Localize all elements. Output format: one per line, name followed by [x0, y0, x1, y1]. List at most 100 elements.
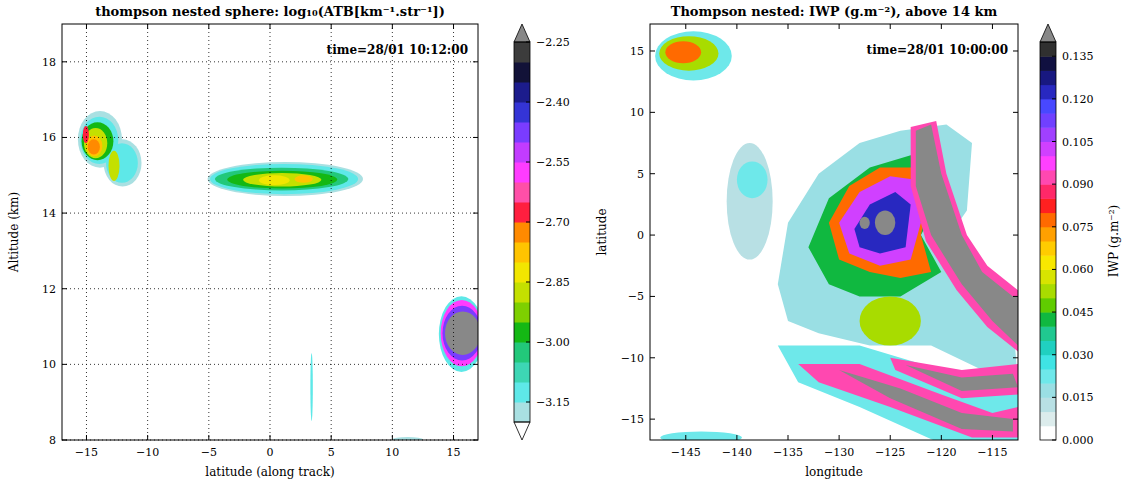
time-annotation: time=28/01 10:00:00 — [867, 43, 1008, 57]
colorbar-band — [1040, 227, 1056, 242]
y-tick — [62, 288, 67, 289]
colorbar-tick — [526, 402, 530, 403]
colorbar-tick-label: 0.060 — [1062, 263, 1094, 276]
plot-frame — [62, 24, 478, 440]
plot-frame — [650, 24, 1018, 440]
colorbar-band — [514, 362, 530, 383]
x-tick — [890, 24, 891, 29]
x-tick-label: −125 — [875, 446, 905, 459]
y-tick-label: 18 — [42, 56, 56, 69]
y-tick — [473, 61, 478, 62]
y-tick — [62, 364, 67, 365]
colorbar-tick-label: −2.40 — [536, 96, 570, 109]
colorbar-extension — [514, 24, 530, 42]
colorbar-band — [1040, 255, 1056, 270]
x-tick — [392, 435, 393, 440]
time-annotation: time=28/01 10:12:00 — [327, 43, 468, 57]
contour-region — [890, 358, 1018, 399]
contour-region — [108, 151, 119, 181]
x-tick-label: −115 — [977, 446, 1007, 459]
contour-region — [294, 175, 312, 183]
contour-region — [660, 431, 742, 440]
y-tick — [1013, 357, 1018, 358]
x-tick-label: −140 — [722, 446, 752, 459]
y-tick-label: 5 — [637, 168, 644, 181]
contour-region — [439, 296, 478, 372]
colorbar-tick-label: 0.135 — [1062, 50, 1094, 63]
grid-line — [62, 364, 478, 365]
colorbar-tick — [1052, 354, 1056, 355]
x-tick — [147, 435, 148, 440]
colorbar-band — [1040, 198, 1056, 213]
contour-region — [860, 296, 921, 345]
y-tick-label: 16 — [42, 131, 56, 144]
colorbar-band — [1040, 156, 1056, 171]
y-axis-title: latitude — [595, 209, 609, 256]
y-axis-title: Altitude (km) — [7, 192, 21, 273]
colorbar-band — [1040, 326, 1056, 341]
contour-region — [83, 126, 89, 143]
contour-region — [737, 161, 768, 198]
x-tick — [270, 435, 271, 440]
x-tick — [736, 435, 737, 440]
y-tick-label: 10 — [42, 358, 56, 371]
grid-line — [453, 24, 454, 440]
y-tick — [650, 419, 655, 420]
x-axis-title: longitude — [805, 465, 863, 479]
y-tick-label: 8 — [49, 434, 56, 447]
colorbar-band — [514, 342, 530, 363]
contour-region — [906, 365, 1018, 391]
colorbar-tick-label: 0.045 — [1062, 306, 1094, 319]
colorbar-band — [514, 202, 530, 223]
contour-region — [445, 311, 478, 354]
contour-region — [259, 175, 290, 185]
grid-line — [392, 24, 393, 440]
colorbar-band — [1040, 127, 1056, 142]
contour-region — [778, 346, 1018, 441]
contour-field — [78, 111, 478, 440]
figure: −15−10−505101581012141618thompson nested… — [0, 0, 1146, 493]
x-tick — [331, 24, 332, 29]
colorbar-band — [514, 102, 530, 123]
colorbar-tick-label: −3.00 — [536, 336, 570, 349]
x-tick — [392, 24, 393, 29]
colorbar-band — [514, 62, 530, 83]
y-tick — [473, 364, 478, 365]
contour-region — [441, 300, 478, 366]
y-tick — [1013, 296, 1018, 297]
colorbar-band — [1040, 70, 1056, 85]
colorbar-band — [1040, 355, 1056, 370]
grid-line — [147, 24, 148, 440]
colorbar-band — [514, 82, 530, 103]
colorbar-band — [1040, 426, 1056, 441]
x-tick-label: 0 — [267, 446, 274, 459]
y-tick — [62, 440, 67, 441]
colorbar-band — [1040, 383, 1056, 398]
y-tick-label: 0 — [637, 229, 644, 242]
colorbar-tick — [1052, 98, 1056, 99]
colorbar-tick — [526, 342, 530, 343]
colorbar-band — [1040, 284, 1056, 299]
x-tick — [685, 24, 686, 29]
x-tick — [685, 435, 686, 440]
x-tick — [86, 435, 87, 440]
colorbar-tick — [1052, 397, 1056, 398]
y-tick — [473, 288, 478, 289]
contour-region — [227, 171, 337, 189]
colorbar-tick — [1052, 312, 1056, 313]
y-tick — [473, 213, 478, 214]
grid-line — [270, 24, 271, 440]
x-tick — [453, 24, 454, 29]
colorbar-band — [514, 282, 530, 303]
contour-region — [854, 192, 910, 253]
x-tick — [270, 24, 271, 29]
colorbar-tick — [526, 42, 530, 43]
y-tick — [1013, 50, 1018, 51]
contour-region — [860, 217, 870, 229]
x-tick-label: −130 — [824, 446, 854, 459]
grid-line — [331, 24, 332, 440]
chart-title: Thompson nested: IWP (g.m⁻²), above 14 k… — [671, 4, 998, 19]
colorbar-band — [1040, 85, 1056, 100]
colorbar-band — [1040, 269, 1056, 284]
contour-region — [208, 162, 363, 196]
